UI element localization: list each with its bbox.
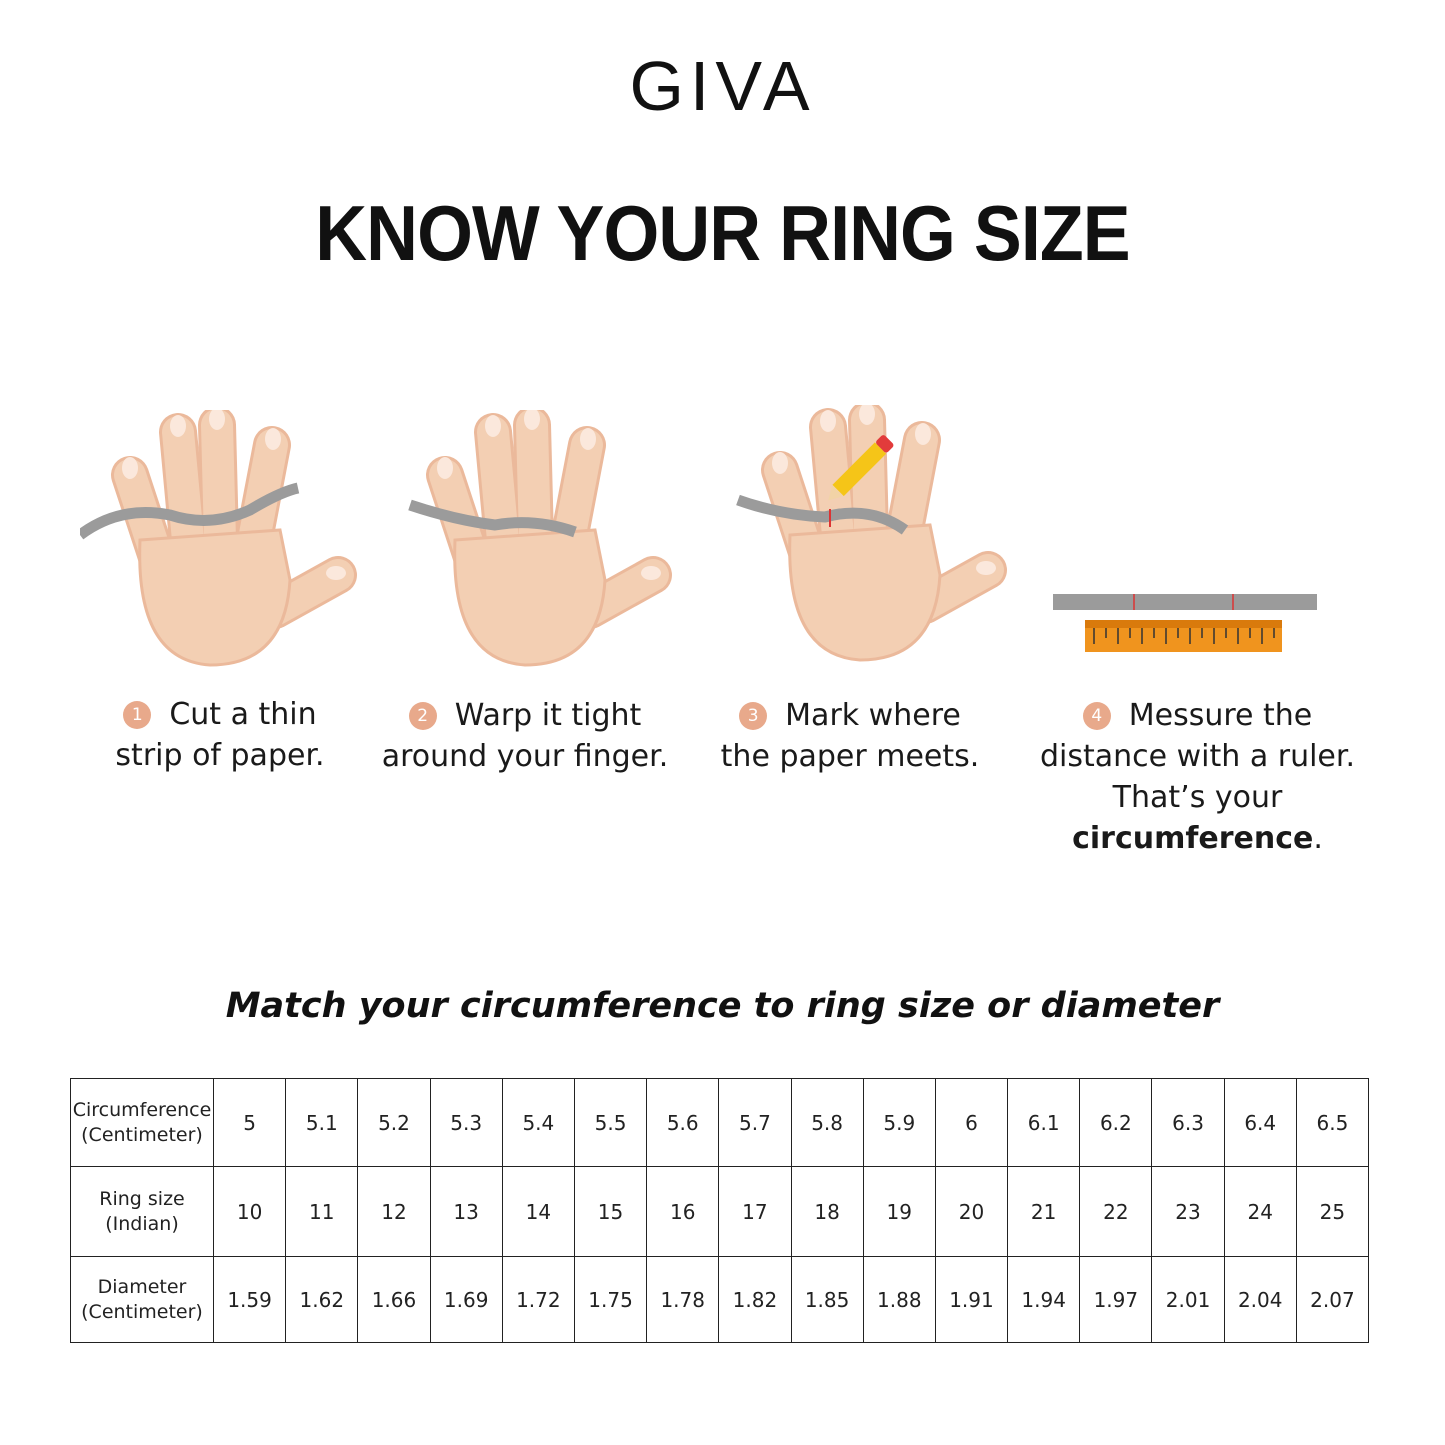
table-cell: 21 — [1007, 1166, 1081, 1257]
table-cell: 5.1 — [285, 1078, 359, 1167]
table-cell: 10 — [212, 1166, 287, 1257]
step-number-badge: 2 — [408, 702, 437, 730]
step-4: 4 Messure the distance with a ruler. That… — [1039, 698, 1355, 856]
table-cell: 6.2 — [1079, 1078, 1153, 1167]
table-cell: 5.6 — [646, 1078, 720, 1167]
table-subtitle: Match your circumference to ring size or… — [225, 986, 1220, 1026]
table-cell: 14 — [501, 1166, 575, 1257]
table-cell: 20 — [934, 1166, 1009, 1257]
table-cell: 1.69 — [429, 1256, 503, 1343]
step-number-badge: 3 — [739, 702, 768, 730]
table-cell: 1.62 — [285, 1256, 359, 1343]
table-cell: 5 — [212, 1078, 287, 1167]
pencil-icon — [828, 435, 894, 501]
step-3: 3 Mark where the paper meets. — [720, 698, 980, 774]
diameter-row: Diameter (Centimeter) 1.59 1.62 1.66 1.69 1.72… — [70, 1256, 1370, 1343]
table-cell: 5.7 — [718, 1078, 792, 1167]
table-cell: 1.94 — [1007, 1256, 1081, 1343]
table-cell: 1.66 — [357, 1256, 431, 1343]
ring-size-row: Ring size (Indian) 10 11 12 13 14 15 16 17 18 19 20 2… — [70, 1166, 1370, 1257]
table-cell: 1.88 — [862, 1256, 936, 1343]
table-cell: 11 — [285, 1166, 359, 1257]
giva-logo: GIVA — [629, 47, 816, 125]
table-cell: 19 — [862, 1166, 936, 1257]
circumference-row: Circumference (Centimeter) 5 5.1 5.2 5.3 5.4 5.… — [70, 1078, 1370, 1167]
table-cell: 6 — [934, 1078, 1009, 1167]
table-cell: 5.4 — [501, 1078, 575, 1167]
table-cell: 5.3 — [429, 1078, 503, 1167]
table-cell: 15 — [573, 1166, 648, 1257]
table-cell: 6.5 — [1295, 1078, 1370, 1167]
table-cell: 22 — [1079, 1166, 1153, 1257]
page-title: KNOW YOUR RING SIZE — [315, 189, 1130, 277]
step-2: 2 Warp it tight around your finger. — [381, 698, 669, 774]
row-header: Diameter (Centimeter) — [70, 1256, 214, 1343]
table-cell: 2.04 — [1223, 1256, 1297, 1343]
table-cell: 5.2 — [357, 1078, 431, 1167]
table-cell: 6.4 — [1223, 1078, 1297, 1167]
step-number-badge: 1 — [123, 701, 152, 729]
table-cell: 2.01 — [1151, 1256, 1225, 1343]
table-cell: 1.82 — [718, 1256, 792, 1343]
table-cell: 16 — [646, 1166, 720, 1257]
table-cell: 23 — [1151, 1166, 1225, 1257]
table-cell: 1.72 — [501, 1256, 575, 1343]
table-cell: 1.75 — [573, 1256, 648, 1343]
table-cell: 6.3 — [1151, 1078, 1225, 1167]
table-cell: 18 — [790, 1166, 864, 1257]
table-cell: 5.5 — [573, 1078, 648, 1167]
table-cell: 6.1 — [1007, 1078, 1081, 1167]
ring-size-table: Circumference (Centimeter) 5 5.1 5.2 5.3 5.4 5.… — [70, 1078, 1370, 1343]
table-cell: 2.07 — [1295, 1256, 1370, 1343]
table-cell: 1.59 — [212, 1256, 287, 1343]
table-cell: 1.91 — [934, 1256, 1009, 1343]
table-cell: 1.97 — [1079, 1256, 1153, 1343]
row-header: Circumference (Centimeter) — [70, 1078, 214, 1167]
table-cell: 17 — [718, 1166, 792, 1257]
hand-illustration-cut — [80, 410, 360, 670]
table-cell: 5.8 — [790, 1078, 864, 1167]
table-cell: 5.9 — [862, 1078, 936, 1167]
step-number-badge: 4 — [1082, 702, 1111, 730]
row-header: Ring size (Indian) — [70, 1166, 214, 1257]
table-cell: 13 — [429, 1166, 503, 1257]
step-1: 1 Cut a thin strip of paper. — [115, 697, 325, 773]
table-cell: 12 — [357, 1166, 431, 1257]
table-cell: 24 — [1223, 1166, 1297, 1257]
hand-illustration-wrap — [408, 410, 675, 670]
hand-illustration-mark — [736, 405, 1010, 665]
table-cell: 25 — [1295, 1166, 1370, 1257]
table-cell: 1.85 — [790, 1256, 864, 1343]
table-cell: 1.78 — [646, 1256, 720, 1343]
ruler-illustration — [1053, 594, 1317, 652]
